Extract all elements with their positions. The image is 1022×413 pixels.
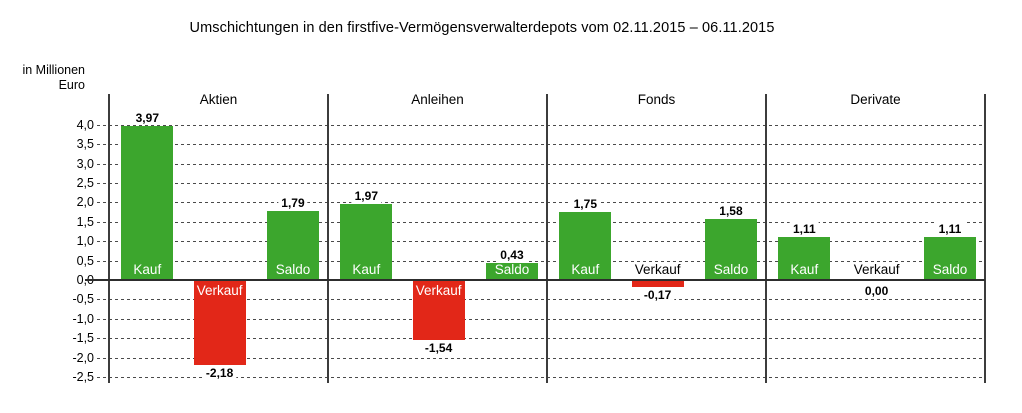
bar-label-saldo-fonds: Saldo	[713, 262, 749, 277]
y-tick-label: 3,5	[76, 137, 94, 152]
bar-kauf-aktien	[121, 125, 174, 280]
gridline	[97, 260, 985, 262]
group-label-aktien: Aktien	[199, 92, 238, 107]
y-axis-unit-label: in Millionen Euro	[0, 63, 85, 93]
y-tick-label: 1,5	[76, 214, 94, 229]
y-tick-label: 4,0	[76, 117, 94, 132]
group-separator	[765, 94, 767, 383]
gridline	[97, 163, 985, 165]
gridline	[97, 221, 985, 223]
group-label-derivate: Derivate	[850, 92, 901, 107]
y-tick-label: 0,5	[76, 253, 94, 268]
value-kauf-fonds: 1,75	[570, 197, 600, 212]
y-tick-label: 1,0	[76, 234, 94, 249]
y-tick-label: -0,5	[72, 292, 94, 307]
value-verkauf-aktien: -2,18	[202, 365, 237, 380]
bar-verkauf-fonds	[631, 280, 684, 287]
bar-label-saldo-aktien: Saldo	[275, 262, 311, 277]
bar-label-verkauf-fonds: Verkauf	[634, 262, 681, 277]
bar-label-kauf-anleihen: Kauf	[352, 262, 381, 277]
bar-saldo-fonds	[704, 218, 757, 280]
bar-label-saldo-anleihen: Saldo	[494, 262, 530, 277]
bar-kauf-derivate	[778, 236, 831, 280]
bar-saldo-aktien	[266, 210, 319, 280]
value-verkauf-derivate: 0,00	[861, 284, 892, 298]
value-saldo-derivate: 1,11	[935, 221, 965, 236]
bar-saldo-derivate	[923, 236, 976, 280]
value-verkauf-fonds: -0,17	[640, 287, 675, 302]
bar-verkauf-anleihen	[412, 280, 465, 340]
gridline	[97, 357, 985, 359]
y-tick-label: -2,5	[72, 370, 94, 384]
gridline	[97, 318, 985, 320]
bar-kauf-fonds	[559, 212, 612, 280]
bar-saldo-anleihen	[485, 263, 538, 280]
y-tick-label: 3,0	[76, 156, 94, 171]
group-label-fonds: Fonds	[637, 92, 676, 107]
gridline	[97, 144, 985, 146]
bar-label-kauf-derivate: Kauf	[790, 262, 819, 277]
gridline	[97, 183, 985, 184]
value-verkauf-anleihen: -1,54	[421, 340, 456, 355]
y-axis-line	[108, 94, 110, 383]
y-tick-label: 2,0	[76, 195, 94, 210]
value-saldo-fonds: 1,58	[716, 203, 746, 218]
y-tick-label: -1,5	[72, 331, 94, 346]
gridline	[97, 299, 985, 301]
y-tick-label: -2,0	[72, 350, 94, 365]
chart-title: Umschichtungen in den firstfive-Vermögen…	[189, 20, 775, 36]
bar-label-verkauf-derivate: Verkauf	[853, 262, 900, 277]
gridline	[97, 202, 985, 204]
group-separator	[546, 94, 548, 383]
group-label-anleihen: Anleihen	[411, 92, 464, 107]
bar-kauf-anleihen	[340, 203, 393, 280]
y-axis-unit-line2: Euro	[58, 78, 85, 92]
group-separator	[327, 94, 329, 383]
gridline	[97, 377, 985, 378]
bar-verkauf-aktien	[193, 280, 246, 365]
value-kauf-derivate: 1,11	[789, 221, 819, 236]
value-saldo-anleihen: 0,43	[497, 248, 527, 263]
bar-label-verkauf-anleihen: Verkauf	[415, 283, 462, 298]
y-axis-unit-line1: in Millionen	[22, 63, 85, 77]
gridline	[97, 241, 985, 243]
bar-label-kauf-aktien: Kauf	[133, 262, 162, 277]
value-kauf-anleihen: 1,97	[351, 188, 381, 203]
y-tick-label: 2,5	[76, 176, 94, 190]
gridline	[97, 338, 985, 340]
bar-label-kauf-fonds: Kauf	[571, 262, 600, 277]
y-tick-label: -1,0	[72, 311, 94, 326]
gridline	[97, 124, 985, 126]
value-kauf-aktien: 3,97	[132, 110, 162, 125]
zero-line	[85, 278, 985, 281]
group-separator	[984, 94, 986, 383]
value-saldo-aktien: 1,79	[278, 195, 308, 210]
bar-label-verkauf-aktien: Verkauf	[196, 283, 243, 298]
bar-label-saldo-derivate: Saldo	[932, 262, 968, 277]
